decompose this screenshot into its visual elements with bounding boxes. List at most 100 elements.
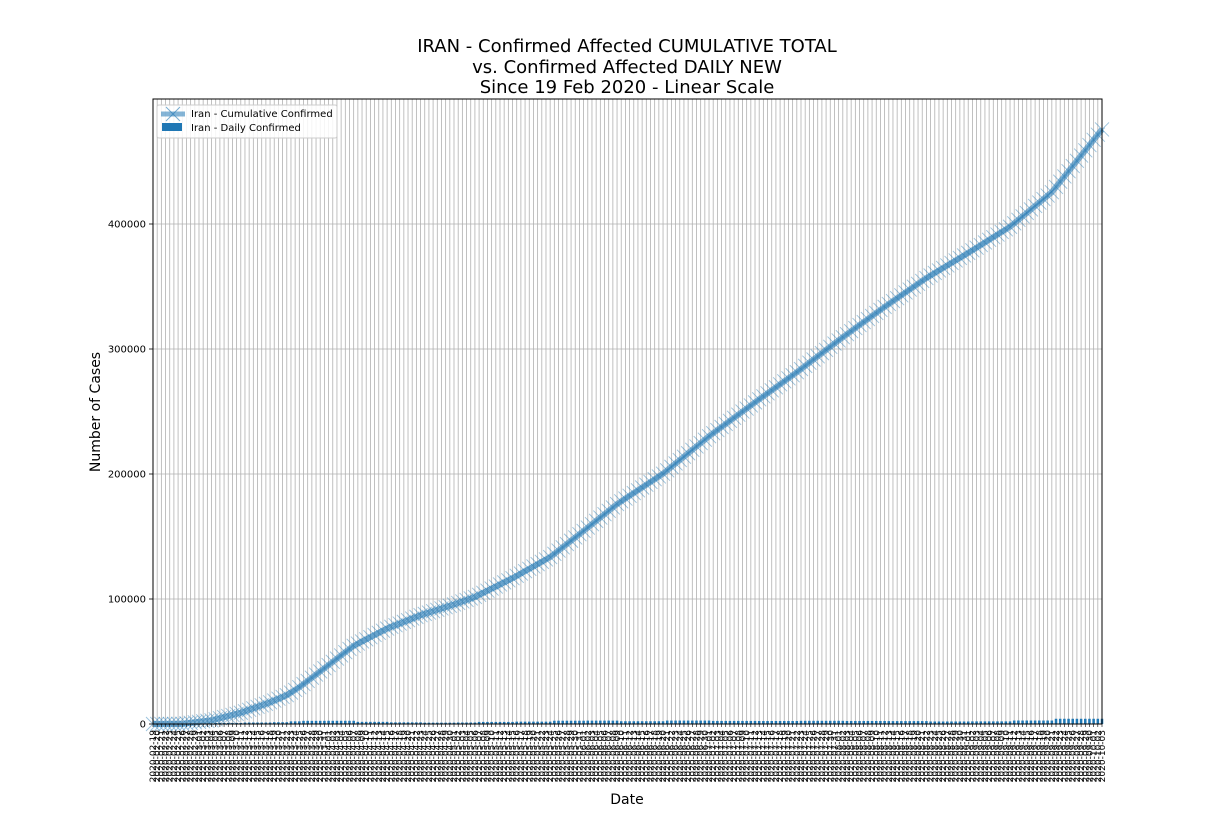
daily-bar (640, 721, 644, 724)
x-tick-label: 2020-04-01 (325, 730, 335, 782)
x-tick-label: 2020-09-02 (968, 730, 978, 782)
daily-bar (369, 721, 372, 724)
cumulative-point (630, 482, 646, 498)
cumulative-point (195, 714, 211, 729)
cumulative-point (860, 311, 876, 327)
daily-bar (1000, 721, 1003, 724)
daily-bar (352, 720, 355, 724)
x-tick-label: 2020-08-26 (939, 730, 949, 783)
x-tick-label: 2020-04-10 (362, 730, 372, 783)
x-tick-label: 2020-03-27 (304, 730, 314, 782)
x-tick-label: 2020-09-27 (1073, 730, 1083, 782)
daily-bar (992, 721, 995, 724)
x-tick-label: 2020-03-20 (274, 730, 284, 783)
daily-bar (720, 720, 723, 724)
plot-background (153, 99, 1102, 724)
daily-bar (632, 721, 636, 724)
x-tick-label: 2020-03-06 (216, 730, 226, 783)
daily-bar (628, 721, 631, 724)
daily-bar (615, 720, 619, 724)
cumulative-point (822, 339, 838, 355)
cumulative-point (413, 607, 428, 623)
cumulative-point (764, 383, 780, 398)
daily-bar (774, 720, 778, 724)
x-tick-label: 2020-08-13 (885, 730, 895, 782)
cumulative-point (998, 222, 1014, 237)
daily-bar (975, 721, 978, 724)
x-tick-label: 2020-04-16 (387, 730, 397, 783)
x-tick-label: 2020-04-06 (345, 730, 355, 783)
x-tick-label: 2020-06-16 (642, 730, 652, 783)
x-tick-label: 2020-04-22 (412, 730, 422, 782)
cumulative-point (333, 648, 349, 663)
cumulative-point (647, 471, 662, 487)
daily-bar (490, 721, 493, 724)
cumulative-point (902, 282, 918, 297)
x-tick-label: 2020-09-06 (985, 730, 995, 783)
x-tick-label: 2020-05-10 (488, 730, 498, 783)
x-tick-label: 2020-06-18 (651, 730, 661, 783)
x-tick-label: 2020-09-29 (1081, 730, 1091, 783)
x-tick-label: 2020-09-04 (977, 730, 987, 783)
cumulative-point (1086, 132, 1101, 148)
daily-bar (364, 721, 368, 724)
daily-bar (553, 720, 556, 724)
daily-bar (1054, 718, 1058, 724)
cumulative-point (969, 240, 984, 255)
daily-bar (900, 721, 903, 724)
cumulative-point (935, 260, 951, 276)
x-tick-label: 2020-07-19 (780, 730, 790, 783)
x-tick-label: 2020-03-31 (320, 730, 330, 782)
x-tick-label: 2020-02-19 (149, 730, 159, 783)
daily-bar (1058, 718, 1062, 724)
cumulative-point (229, 706, 244, 722)
daily-bar (649, 721, 652, 724)
x-tick-label: 2020-10-02 (1094, 730, 1104, 782)
daily-bar (695, 720, 698, 724)
x-tick-label: 2020-07-29 (822, 730, 832, 783)
cumulative-point (923, 268, 938, 283)
x-tick-label: 2020-05-25 (550, 730, 560, 782)
daily-bar (979, 721, 983, 724)
x-tick-label: 2020-09-01 (964, 730, 974, 782)
daily-bar (904, 721, 907, 724)
daily-bar (954, 721, 957, 724)
daily-bar (377, 721, 381, 724)
x-tick-label: 2020-05-11 (492, 730, 502, 782)
cumulative-point (638, 477, 654, 493)
cumulative-point (191, 714, 207, 730)
daily-bar (373, 721, 376, 724)
x-tick-label: 2020-03-03 (203, 730, 213, 782)
cumulative-point (751, 392, 767, 407)
daily-bar (678, 720, 682, 724)
daily-bar (874, 720, 878, 724)
daily-bar (770, 720, 773, 724)
x-tick-label: 2020-03-11 (237, 730, 247, 782)
x-tick-label: 2020-06-02 (584, 730, 594, 782)
cumulative-point (300, 673, 315, 689)
legend-label-daily: Iran - Daily Confirmed (191, 123, 301, 134)
x-tick-label: 2020-09-18 (1035, 730, 1045, 783)
daily-bar (423, 722, 426, 724)
cumulative-point (868, 305, 884, 321)
daily-bar (833, 720, 836, 724)
daily-bar (950, 721, 953, 724)
daily-bar (385, 721, 389, 724)
x-tick-label: 2020-08-03 (843, 730, 853, 782)
cumulative-point (521, 561, 537, 577)
cumulative-point (350, 636, 366, 651)
cumulative-point (296, 676, 311, 692)
x-tick-label: 2020-09-16 (1027, 730, 1037, 783)
cumulative-point (567, 530, 583, 545)
x-tick-label: 2020-04-14 (379, 730, 389, 783)
cumulative-point (873, 302, 888, 318)
daily-bar (314, 720, 318, 724)
daily-bar (594, 720, 598, 724)
cumulative-point (940, 258, 955, 273)
daily-bar (682, 720, 686, 724)
x-tick-label: 2020-09-09 (998, 730, 1008, 783)
daily-bar (920, 721, 924, 724)
cumulative-point (693, 435, 708, 451)
cumulative-point (392, 616, 407, 631)
